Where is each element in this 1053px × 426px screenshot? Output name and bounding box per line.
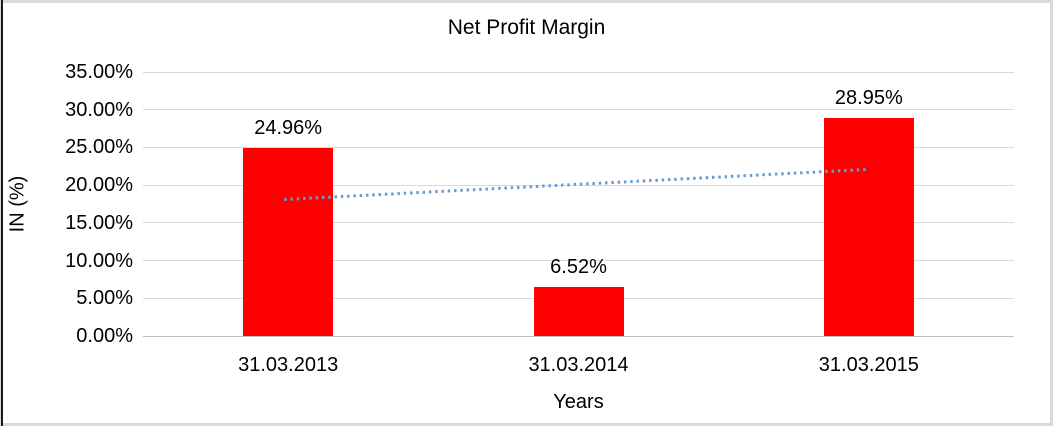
x-tick-label: 31.03.2013 [238, 354, 339, 376]
gridline [143, 222, 1014, 224]
y-tick-label: 35.00% [65, 61, 133, 83]
x-tick-label: 31.03.2014 [528, 354, 629, 376]
gridline [143, 71, 1014, 73]
bar [823, 117, 914, 336]
bar [243, 147, 334, 336]
gridline [143, 260, 1014, 262]
frame-edge-top [0, 0, 1053, 3]
y-tick-label: 15.00% [65, 211, 133, 234]
bar-value-label: 6.52% [550, 255, 607, 278]
gridline [143, 146, 1014, 148]
bar-value-label: 28.95% [834, 86, 903, 109]
y-tick-label: 25.00% [65, 136, 133, 159]
x-axis-line [143, 335, 1014, 337]
frame-edge-bottom [0, 423, 1053, 426]
frame-edge-left-dark [1, 0, 3, 426]
frame-edge-right [1050, 0, 1053, 426]
y-tick-label: 30.00% [65, 98, 133, 121]
y-tick-label: 20.00% [65, 174, 133, 197]
x-tick-label: 31.03.2015 [818, 354, 919, 376]
y-tick-label: 10.00% [65, 249, 133, 272]
frame-edge-left-gray [0, 0, 1, 426]
bar [533, 286, 624, 336]
bar-value-label: 24.96% [254, 116, 323, 139]
x-axis-title: Years [553, 391, 604, 413]
y-tick-label: 0.00% [76, 325, 133, 347]
gridline [143, 109, 1014, 111]
y-tick-label: 5.00% [76, 287, 133, 310]
chart-title: Net Profit Margin [447, 16, 606, 39]
